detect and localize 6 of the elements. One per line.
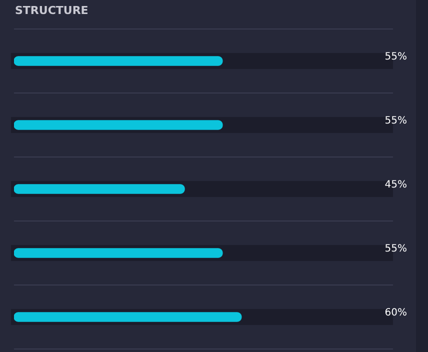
data-label: 55% xyxy=(384,116,407,127)
data-label: 60% xyxy=(384,308,407,319)
data-label: 55% xyxy=(384,52,407,63)
chart-title: STRUCTURE xyxy=(15,4,88,17)
data-label: 55% xyxy=(384,244,407,255)
data-label: 45% xyxy=(384,180,407,191)
